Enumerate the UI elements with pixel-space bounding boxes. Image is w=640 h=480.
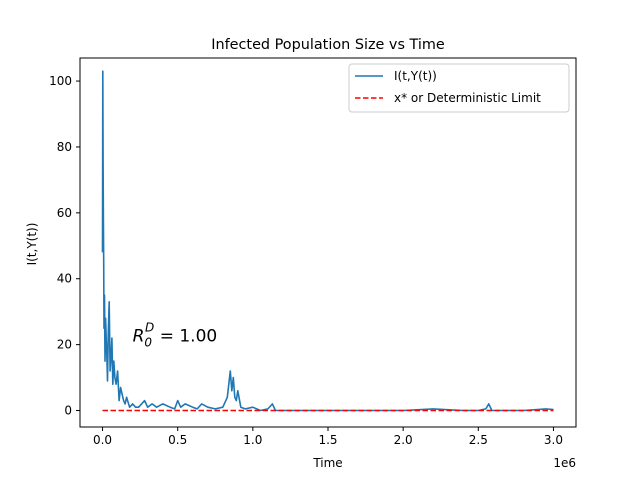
r0-annotation: R0D = 1.00	[133, 320, 218, 349]
chart-title: Infected Population Size vs Time	[211, 37, 445, 53]
legend-box	[348, 63, 570, 113]
x-axis-ticks: 0.0 0.5 1.0 1.5 2.0 2.5 3.0	[93, 427, 563, 447]
legend: I(t,Y(t)) x* or Deterministic Limit	[348, 63, 570, 113]
x-tick-label: 0.5	[168, 433, 187, 447]
x-tick-label: 3.0	[544, 433, 563, 447]
y-tick-label: 60	[57, 206, 72, 220]
x-tick-label: 0.0	[93, 433, 112, 447]
x-tick-label: 2.0	[394, 433, 413, 447]
x-tick-label: 1.0	[243, 433, 262, 447]
legend-label-series-1: I(t,Y(t))	[394, 69, 437, 83]
r0-annotation-subscript: 0	[144, 335, 152, 349]
y-tick-label: 100	[49, 74, 72, 88]
legend-label-series-2: x* or Deterministic Limit	[394, 91, 541, 105]
x-tick-label: 1.5	[318, 433, 337, 447]
y-axis-label: I(t,Y(t))	[25, 223, 39, 266]
r0-annotation-base: R	[133, 326, 145, 346]
y-tick-label: 20	[57, 338, 72, 352]
series-layer	[101, 70, 554, 412]
y-axis-ticks: 0 20 40 60 80 100	[49, 74, 80, 418]
y-tick-label: 40	[57, 272, 72, 286]
series-line-1	[101, 70, 554, 412]
y-tick-label: 0	[64, 404, 72, 418]
x-axis-label: Time	[312, 456, 342, 470]
plot-area: 0.0 0.5 1.0 1.5 2.0 2.5 3.0 0 20 40 60 80 100	[49, 57, 577, 447]
r0-annotation-superscript: D	[145, 320, 154, 334]
y-tick-label: 80	[57, 140, 72, 154]
r0-annotation-value: = 1.00	[154, 326, 217, 346]
x-tick-label: 2.5	[469, 433, 488, 447]
x-axis-offset-label: 1e6	[553, 456, 576, 470]
